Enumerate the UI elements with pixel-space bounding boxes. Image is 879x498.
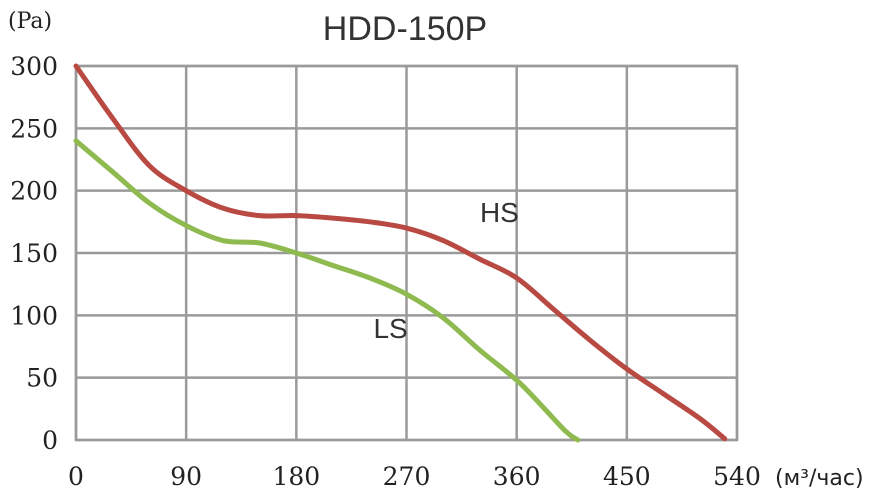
x-tick-label: 270	[383, 462, 431, 491]
series-annotations: HS LS	[373, 197, 518, 344]
y-tick-label: 200	[10, 177, 58, 206]
series-annotation-hs: HS	[480, 197, 519, 228]
plot-frame	[74, 64, 739, 442]
y-tick-label: 100	[10, 301, 58, 330]
series-line-ls	[73, 138, 581, 443]
x-tick-label: 180	[272, 462, 320, 491]
chart-title: HDD-150P	[323, 10, 487, 48]
y-tick-label: 300	[10, 52, 58, 81]
x-tick-label: 450	[603, 462, 651, 491]
x-tick-label: 90	[170, 462, 202, 491]
series-annotation-ls: LS	[373, 313, 407, 344]
series-lines	[73, 63, 728, 443]
x-axis-label: (м³/час)	[775, 466, 864, 491]
x-tick-label: 540	[713, 462, 761, 491]
x-tick-labels: 0 90 180 270 360 450 540	[68, 462, 761, 491]
y-axis-label: (Pa)	[8, 9, 52, 34]
series-line-hs	[73, 63, 728, 442]
grid-lines	[74, 64, 739, 442]
x-tick-label: 0	[68, 462, 84, 491]
y-tick-label: 50	[26, 364, 58, 393]
x-tick-label: 360	[493, 462, 541, 491]
y-tick-label: 150	[10, 239, 58, 268]
y-tick-label: 250	[10, 114, 58, 143]
y-tick-label: 0	[42, 426, 58, 455]
y-tick-labels: 0 50 100 150 200 250 300	[10, 52, 58, 455]
